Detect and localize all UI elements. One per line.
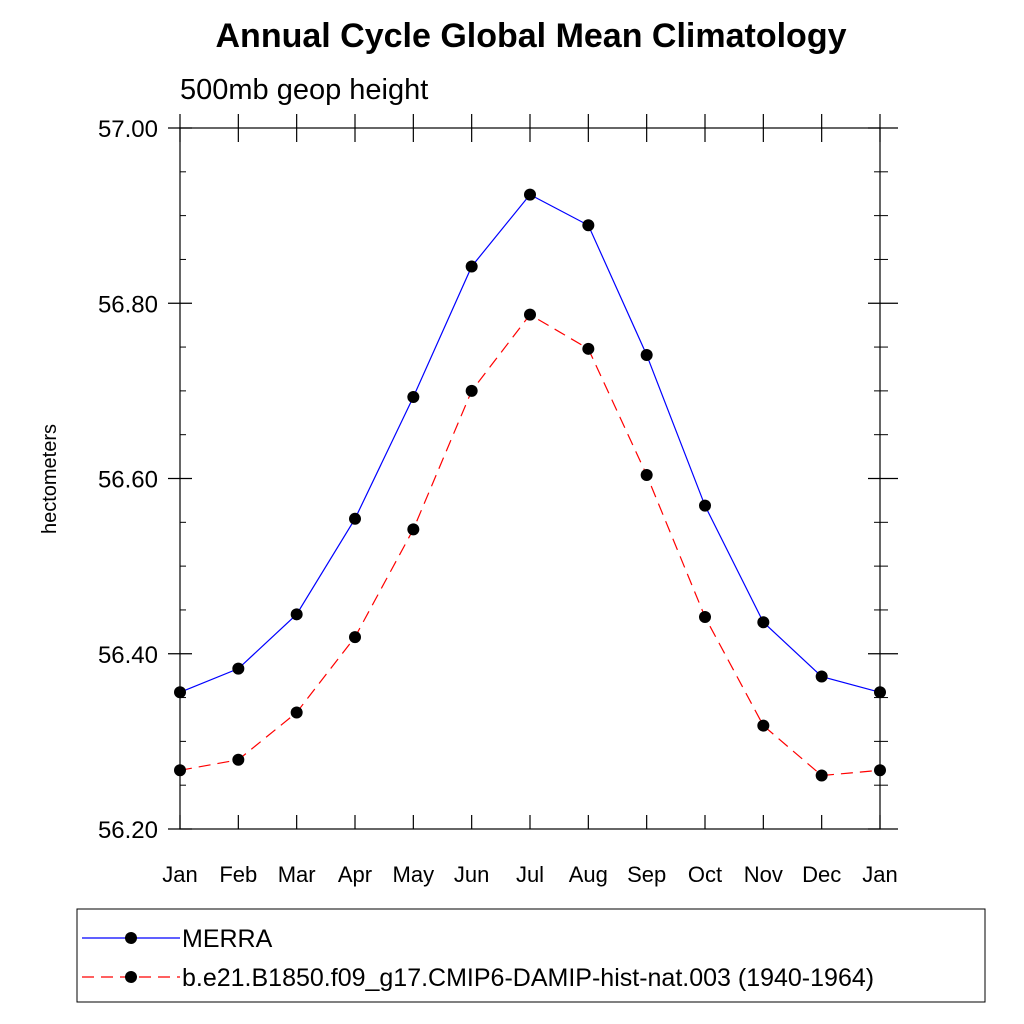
series-1-point — [640, 348, 653, 361]
series-2-point — [874, 764, 886, 777]
y-tick-label: 57.00 — [98, 116, 158, 143]
series-2-point — [349, 631, 361, 644]
series-1-point — [290, 608, 303, 621]
legend-marker-2 — [125, 971, 137, 983]
series-line-1 — [179, 193, 881, 693]
series-1-point — [757, 616, 770, 629]
x-tick-label: Dec — [802, 862, 841, 887]
x-tick-labels: Jan Feb Mar Apr May Jun Jul Aug Sep Oct Nov Dec Jan — [162, 862, 897, 887]
legend-label-2: b.e21.B1850.f09_g17.CMIP6-DAMIP-hist-nat… — [182, 964, 874, 992]
x-tick-label: Feb — [219, 862, 257, 887]
x-tick-label: Nov — [744, 862, 783, 887]
y-tick-labels: 57.00 56.80 56.60 56.40 56.20 — [98, 116, 158, 844]
chart-title: Annual Cycle Global Mean Climatology — [216, 17, 847, 55]
x-tick-label: Jan — [862, 862, 897, 887]
series-1-point — [407, 391, 420, 404]
axis-ticks — [168, 114, 898, 830]
y-tick-label: 56.20 — [98, 817, 158, 844]
x-tick-label: Jun — [454, 862, 489, 887]
plot-frame — [179, 127, 881, 830]
legend-marker-1 — [125, 932, 137, 944]
series-line-2 — [179, 313, 881, 777]
series-1-point — [349, 512, 361, 525]
x-tick-label: Jul — [516, 862, 544, 887]
series-1-point — [232, 662, 245, 675]
series-2-point — [524, 308, 536, 321]
series-1-point — [524, 188, 536, 201]
y-tick-label: 56.80 — [98, 291, 158, 318]
series-1-point — [465, 260, 478, 273]
series-2-point — [815, 769, 828, 782]
series-1-point — [874, 686, 886, 699]
legend-label-1: MERRA — [182, 925, 273, 953]
series-2-point — [290, 706, 303, 719]
x-tick-label: Oct — [688, 862, 722, 887]
x-tick-label: Jan — [162, 862, 197, 887]
series-1-point — [699, 499, 711, 512]
series-1-point — [174, 686, 186, 699]
chart-subtitle: 500mb geop height — [180, 74, 428, 106]
series-layer — [174, 188, 886, 782]
x-tick-label: Mar — [278, 862, 316, 887]
y-tick-label: 56.60 — [98, 467, 158, 494]
series-2-point — [582, 342, 595, 355]
series-2-point — [232, 753, 245, 766]
series-2-point — [699, 610, 711, 623]
series-2-point — [640, 468, 653, 481]
series-1-point — [582, 219, 595, 232]
series-2-point — [174, 764, 186, 777]
legend-box — [76, 908, 986, 1003]
series-1-point — [815, 670, 828, 683]
x-tick-label: Sep — [627, 862, 666, 887]
x-tick-label: May — [393, 862, 435, 887]
x-tick-label: Apr — [338, 862, 372, 887]
series-2-point — [465, 384, 478, 397]
series-2-point — [757, 719, 770, 732]
y-tick-label: 56.40 — [98, 642, 158, 669]
y-axis-label: hectometers — [39, 424, 61, 534]
x-tick-label: Aug — [569, 862, 608, 887]
legend: MERRA b.e21.B1850.f09_g17.CMIP6-DAMIP-his… — [82, 925, 874, 992]
series-2-point — [407, 523, 420, 536]
